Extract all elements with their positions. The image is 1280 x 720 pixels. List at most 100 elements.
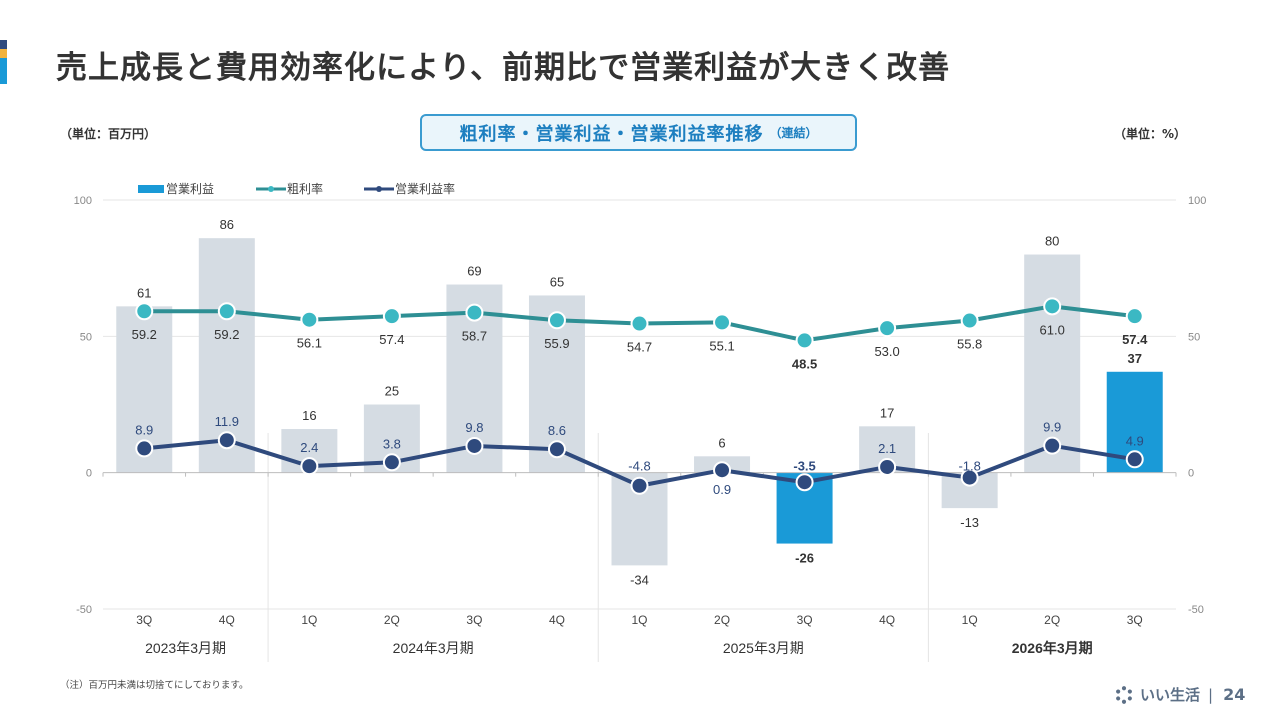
op-margin-marker bbox=[547, 440, 566, 459]
x-category-label: 1Q bbox=[301, 613, 317, 627]
op-margin-marker bbox=[217, 431, 236, 450]
bar-value-label: 69 bbox=[467, 264, 481, 279]
y-right-tick-label: 50 bbox=[1188, 331, 1200, 343]
op-margin-marker bbox=[382, 453, 401, 472]
footnote: （注）百万円未満は切捨てにしております。 bbox=[60, 680, 249, 691]
op-margin-marker bbox=[630, 476, 649, 495]
x-group-label: 2023年3月期 bbox=[145, 640, 226, 656]
op-margin-marker bbox=[878, 457, 897, 476]
title-accent-bar bbox=[0, 40, 7, 84]
gross-margin-marker bbox=[878, 319, 897, 338]
gross-margin-value-label: 55.1 bbox=[709, 338, 734, 353]
gross-margin-marker bbox=[1043, 297, 1062, 316]
op-margin-value-label: 3.8 bbox=[383, 436, 401, 451]
op-margin-marker bbox=[1125, 450, 1144, 469]
gross-margin-value-label: 57.4 bbox=[379, 332, 404, 347]
bar-value-label: 37 bbox=[1127, 351, 1141, 366]
op-margin-value-label: -1.8 bbox=[958, 459, 980, 474]
y-right-tick-label: 100 bbox=[1188, 195, 1206, 207]
op-margin-value-label: 4.9 bbox=[1126, 433, 1144, 448]
legend-label-gross-margin: 粗利率 bbox=[287, 181, 323, 196]
gross-margin-value-label: 59.2 bbox=[132, 327, 157, 342]
gross-margin-value-label: 55.8 bbox=[957, 337, 982, 352]
op-margin-value-label: 8.9 bbox=[135, 422, 153, 437]
chart-title-sub: （連結） bbox=[769, 126, 818, 140]
gross-margin-marker bbox=[300, 310, 319, 329]
chart-title-box: 粗利率・営業利益・営業利益率推移 （連結） bbox=[420, 114, 857, 151]
gross-margin-marker bbox=[465, 303, 484, 322]
gross-margin-value-label: 48.5 bbox=[792, 356, 817, 371]
gross-margin-value-label: 56.1 bbox=[297, 336, 322, 351]
op-margin-value-label: -3.5 bbox=[793, 459, 815, 474]
gross-margin-value-label: 54.7 bbox=[627, 340, 652, 355]
bar-value-label: 17 bbox=[880, 405, 894, 420]
bar-operating-profit bbox=[1024, 254, 1081, 473]
x-group-label: 2024年3月期 bbox=[393, 640, 474, 656]
y-right-tick-label: 0 bbox=[1188, 468, 1194, 480]
x-category-label: 3Q bbox=[797, 613, 813, 627]
gross-margin-value-label: 57.4 bbox=[1122, 332, 1148, 347]
op-margin-value-label: 2.4 bbox=[300, 440, 318, 455]
gross-margin-marker bbox=[547, 311, 566, 330]
op-margin-marker bbox=[135, 439, 154, 458]
x-category-label: 1Q bbox=[962, 613, 978, 627]
footer-brand: いい生活 | 24 bbox=[1115, 684, 1245, 705]
legend-label-operating-profit: 営業利益 bbox=[166, 182, 214, 196]
legend-label-op-margin: 営業利益率 bbox=[395, 181, 455, 196]
op-margin-value-label: 2.1 bbox=[878, 441, 896, 456]
gross-margin-marker bbox=[217, 302, 236, 321]
op-margin-value-label: 9.8 bbox=[465, 420, 483, 435]
legend-swatch-operating-profit bbox=[138, 185, 164, 193]
x-category-label: 3Q bbox=[136, 613, 152, 627]
right-axis-unit: （単位：%） bbox=[1114, 127, 1187, 141]
x-group-label: 2026年3月期 bbox=[1012, 640, 1093, 656]
gross-margin-value-label: 53.0 bbox=[874, 344, 899, 359]
op-margin-value-label: -4.8 bbox=[628, 459, 650, 474]
gross-margin-marker bbox=[960, 311, 979, 330]
page-title: 売上成長と費用効率化により、前期比で営業利益が大きく改善 bbox=[56, 50, 951, 86]
gross-margin-marker bbox=[630, 314, 649, 333]
x-group-label: 2025年3月期 bbox=[723, 640, 804, 656]
accent-navy bbox=[0, 40, 7, 49]
bar-value-label: 86 bbox=[220, 217, 234, 232]
x-category-label: 3Q bbox=[466, 613, 482, 627]
y-right-tick-label: -50 bbox=[1188, 604, 1204, 616]
op-margin-marker bbox=[713, 461, 732, 480]
gross-margin-value-label: 58.7 bbox=[462, 329, 487, 344]
op-margin-value-label: 8.6 bbox=[548, 423, 566, 438]
chart-legend bbox=[138, 185, 394, 193]
x-category-label: 2Q bbox=[1044, 613, 1060, 627]
x-category-label: 2Q bbox=[714, 613, 730, 627]
y-left-tick-label: 50 bbox=[80, 331, 92, 343]
x-category-label: 4Q bbox=[219, 613, 235, 627]
gross-margin-marker bbox=[382, 307, 401, 326]
gross-margin-marker bbox=[713, 313, 732, 332]
bar-value-label: -34 bbox=[630, 572, 649, 587]
y-left-tick-label: 100 bbox=[74, 195, 92, 207]
y-left-tick-label: 0 bbox=[86, 468, 92, 480]
bar-value-label: 65 bbox=[550, 274, 564, 289]
bar-value-label: 61 bbox=[137, 285, 151, 300]
gross-margin-marker bbox=[795, 331, 814, 350]
gross-margin-marker bbox=[1125, 307, 1144, 326]
op-margin-value-label: 0.9 bbox=[713, 482, 731, 497]
op-margin-marker bbox=[960, 468, 979, 487]
page-number: 24 bbox=[1223, 685, 1246, 704]
bar-value-label: 80 bbox=[1045, 234, 1059, 249]
gross-margin-marker bbox=[135, 302, 154, 321]
op-margin-marker bbox=[795, 473, 814, 492]
bar-value-label: 6 bbox=[718, 435, 725, 450]
x-category-label: 4Q bbox=[549, 613, 565, 627]
x-category-label: 2Q bbox=[384, 613, 400, 627]
brand-logo-icon bbox=[1116, 685, 1132, 704]
op-margin-marker bbox=[465, 436, 484, 455]
y-left-tick-label: -50 bbox=[76, 604, 92, 616]
legend-swatch-gross-margin-marker bbox=[268, 186, 274, 192]
brand-name: いい生活 bbox=[1140, 686, 1201, 704]
bar-value-label: 25 bbox=[385, 384, 399, 399]
op-margin-marker bbox=[1043, 436, 1062, 455]
legend-swatch-op-margin-marker bbox=[376, 186, 382, 192]
bar-value-label: -26 bbox=[795, 551, 814, 566]
bar-value-label: 16 bbox=[302, 408, 316, 423]
